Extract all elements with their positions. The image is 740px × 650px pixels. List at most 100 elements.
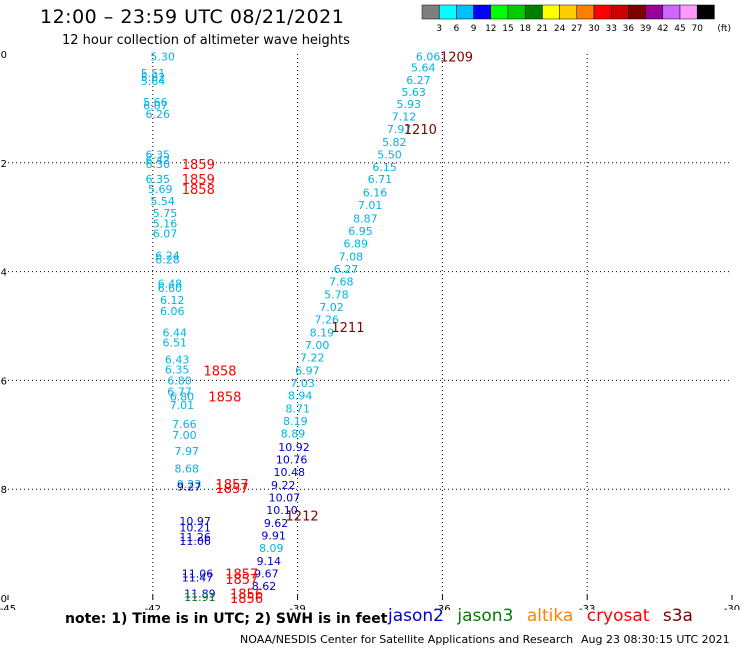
- y-tick-label: -32: [0, 159, 7, 170]
- wave-height-label: 11.91: [184, 591, 216, 604]
- wave-height-label: 6.97: [295, 365, 320, 378]
- legend-cryosat: cryosat: [586, 606, 650, 626]
- wave-height-label: 9.14: [257, 555, 282, 568]
- wave-height-label: 11.26: [179, 531, 211, 544]
- colorbar-label: 70: [691, 24, 703, 34]
- chart-title: 12:00 – 23:59 UTC 08/21/2021: [40, 6, 345, 28]
- pass-time-label: 1209: [440, 51, 473, 66]
- wave-height-label: 6.80: [167, 374, 192, 387]
- wave-height-label: 7.03: [290, 377, 315, 390]
- wave-height-label: 6.44: [162, 327, 187, 340]
- wave-height-label: 8.87: [353, 212, 378, 225]
- wave-height-label: 11.89: [184, 588, 216, 601]
- colorbar-label: 9: [471, 24, 477, 34]
- pass-time-label: 1856: [230, 588, 263, 603]
- wave-height-label: 5.62: [141, 71, 166, 84]
- wave-height-label: 6.28: [155, 254, 180, 267]
- pass-time-label: 1857: [216, 482, 249, 497]
- wave-height-label: 10.10: [266, 504, 298, 517]
- wave-height-label: 5.66: [143, 96, 168, 109]
- x-tick-label: -33: [579, 604, 595, 610]
- colorbar-label: 36: [623, 24, 635, 34]
- wave-height-label: 7.00: [172, 429, 197, 442]
- footer-credit: NOAA/NESDIS Center for Satellite Applica…: [240, 633, 574, 646]
- colorbar-label: 27: [571, 24, 582, 34]
- wave-height-label: 10.48: [273, 466, 305, 479]
- x-tick-label: -42: [145, 604, 161, 610]
- wave-height-label: 6.51: [162, 336, 187, 349]
- wave-height-label: 5.82: [382, 136, 407, 149]
- colorbar-label: 39: [640, 24, 652, 34]
- wave-height-label: 6.06: [160, 305, 185, 318]
- wave-height-label: 7.02: [319, 301, 344, 314]
- wave-height-label: 5.63: [401, 86, 426, 99]
- wave-height-label: 5.54: [150, 195, 175, 208]
- pass-time-label: 1859: [182, 173, 215, 188]
- wave-height-label: 6.15: [372, 161, 397, 174]
- x-tick-label: -39: [289, 604, 305, 610]
- wave-height-label: 7.66: [172, 418, 197, 431]
- pass-time-label: 1859: [182, 158, 215, 173]
- wave-height-label: 6.16: [363, 187, 388, 200]
- footer-timestamp: Aug 23 08:30:15 UTC 2021: [581, 633, 730, 646]
- colorbar-label: 42: [657, 24, 668, 34]
- wave-height-label: 7.12: [392, 111, 417, 124]
- x-tick-label: -36: [434, 604, 450, 610]
- wave-height-label: 8.62: [252, 580, 277, 593]
- y-tick-label: -30: [0, 50, 7, 61]
- pass-time-label: 1857: [225, 568, 258, 583]
- wave-height-label: 5.69: [148, 183, 173, 196]
- wave-height-label: 9.67: [254, 568, 279, 581]
- wave-height-label: 6.27: [334, 263, 359, 276]
- wave-height-label: 6.48: [158, 278, 183, 291]
- colorbar-label: 24: [554, 24, 566, 34]
- footer-note: note: 1) Time is in UTC; 2) SWH is in fe…: [65, 611, 388, 627]
- wave-height-label: 6.12: [160, 294, 185, 307]
- wave-height-label: 9.27: [177, 480, 202, 493]
- wave-height-label: 5.50: [377, 149, 402, 162]
- colorbar-legend: 3 6 9 12 15 18 21 24 27 30 33 36 39 42 45 70 (ft): [421, 4, 731, 34]
- wave-height-label: 10.21: [179, 521, 211, 534]
- colorbar-label: 12: [485, 24, 496, 34]
- x-tick-label: -30: [724, 604, 740, 610]
- wave-height-label: 7.08: [339, 250, 364, 263]
- wave-height-label: 8.68: [175, 463, 200, 476]
- wave-height-label: 7.01: [170, 399, 195, 412]
- colorbar-label: 33: [605, 24, 616, 34]
- wave-height-label: 6.07: [153, 228, 178, 241]
- legend-altika: altika: [526, 606, 574, 626]
- pass-time-label: 1858: [203, 365, 236, 380]
- wave-height-label: 5.51: [141, 67, 166, 80]
- pass-time-label: 1858: [208, 391, 241, 406]
- wave-height-label: 7.26: [314, 313, 339, 326]
- wave-height-label: 6.06: [416, 51, 441, 64]
- wave-height-label: 11.06: [179, 535, 211, 548]
- y-tick-label: -38: [0, 485, 7, 496]
- wave-height-label: 5.93: [397, 98, 422, 111]
- colorbar-label: 18: [519, 24, 531, 34]
- wave-height-label: 6.27: [406, 74, 431, 87]
- colorbar-label: 3: [436, 24, 442, 34]
- wave-height-label: 5.78: [324, 288, 349, 301]
- wave-height-label: 5.30: [150, 51, 175, 64]
- colorbar-label: 15: [502, 24, 513, 34]
- legend-jason2: jason2: [388, 606, 444, 626]
- wave-height-label: 6.71: [368, 173, 393, 186]
- wave-height-label: 6.26: [146, 108, 171, 121]
- wave-height-label: 5.75: [153, 207, 178, 220]
- wave-height-label: 9.23: [177, 478, 202, 491]
- wave-height-label: 10.92: [278, 441, 310, 454]
- wave-height-label: 8.89: [281, 428, 306, 441]
- wave-height-label: 8.09: [259, 542, 284, 555]
- wave-height-label: 11.47: [182, 571, 214, 584]
- wave-height-label: 6.07: [143, 100, 168, 113]
- pass-time-label: 1211: [331, 321, 364, 336]
- y-tick-label: -36: [0, 376, 7, 387]
- y-tick-label: -40: [0, 594, 7, 605]
- wave-height-label: 10.76: [276, 453, 308, 466]
- wave-height-label: 8.94: [288, 390, 313, 403]
- pass-time-label: 1857: [216, 478, 249, 493]
- wave-height-label: 6.89: [343, 237, 368, 250]
- pass-time-label: 1856: [230, 592, 263, 607]
